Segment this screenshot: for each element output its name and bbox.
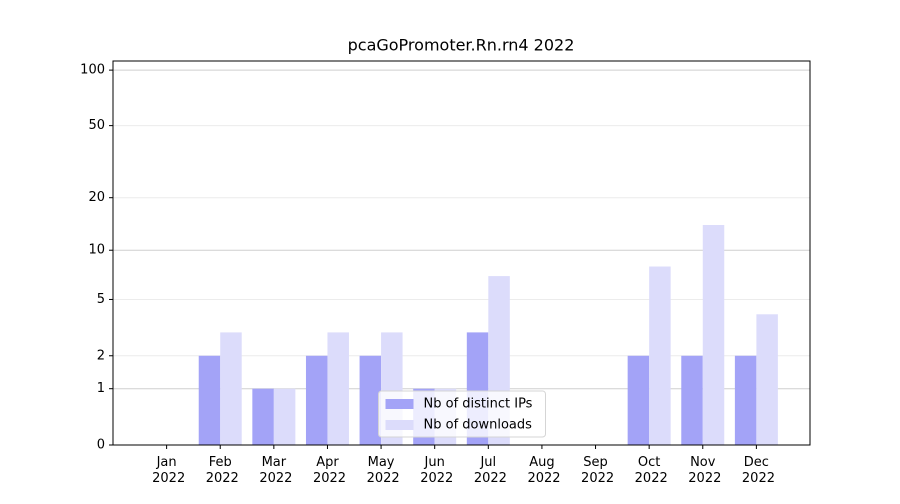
x-tick-label: May 2022 [362, 455, 399, 486]
bar [359, 355, 382, 445]
x-tick-label: Feb 2022 [202, 455, 239, 486]
x-tick-label: Jul 2022 [470, 455, 507, 486]
legend-label: Nb of downloads [424, 418, 533, 433]
x-tick-label: Jan 2022 [148, 455, 185, 486]
x-tick-label: Aug 2022 [523, 455, 560, 486]
bar [681, 355, 703, 445]
legend-swatch [385, 399, 414, 409]
y-tick-label: 5 [97, 292, 105, 307]
legend-box [378, 390, 546, 438]
bar [198, 355, 221, 445]
x-tick-label: Mar 2022 [255, 455, 292, 486]
y-tick-label: 1 [97, 381, 105, 396]
bar [627, 355, 650, 445]
bar [252, 388, 274, 445]
y-tick-label: 10 [88, 243, 105, 258]
chart-title: pcaGoPromoter.Rn.rn4 2022 [348, 36, 575, 55]
x-tick-label: Dec 2022 [738, 455, 775, 486]
x-tick-label: Jun 2022 [416, 455, 453, 486]
legend: Nb of distinct IPs Nb of downloads [378, 390, 546, 438]
bar [734, 355, 757, 445]
y-tick-label: 50 [88, 118, 105, 133]
legend-label: Nb of distinct IPs [424, 397, 533, 412]
bar [702, 225, 725, 445]
legend-swatch [385, 420, 414, 430]
bar [220, 332, 242, 445]
bar [649, 266, 671, 445]
y-tick-label: 20 [88, 190, 105, 205]
bar [756, 314, 778, 445]
bar [273, 388, 296, 445]
x-tick-label: Oct 2022 [631, 455, 668, 486]
y-tick-label: 100 [80, 63, 105, 78]
y-tick-label: 0 [97, 438, 105, 453]
x-tick-label: Nov 2022 [684, 455, 721, 486]
bar [327, 332, 349, 445]
y-tick-label: 2 [97, 348, 105, 363]
plot-frame [112, 60, 811, 446]
x-tick-label: Sep 2022 [577, 455, 614, 486]
bar [305, 355, 328, 445]
x-tick-label: Apr 2022 [309, 455, 346, 486]
